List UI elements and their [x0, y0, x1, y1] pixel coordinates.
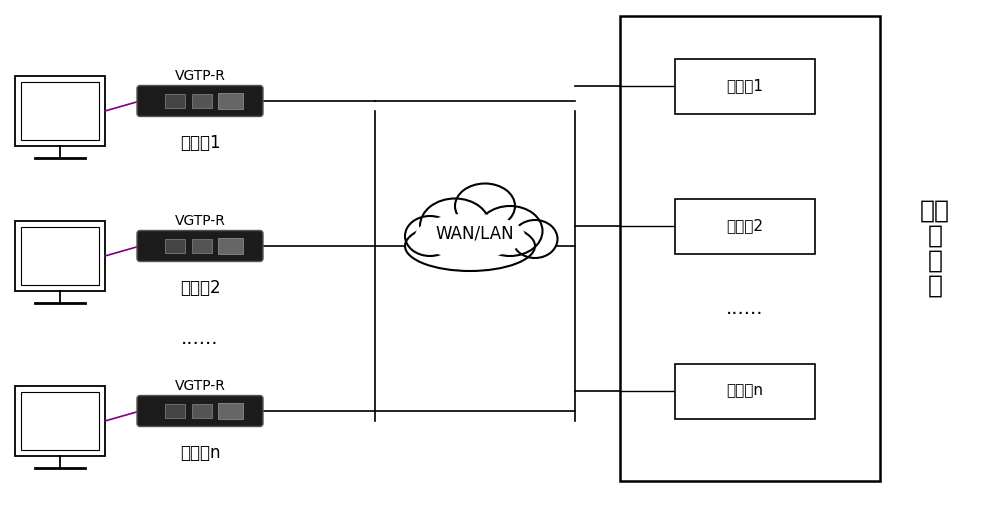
Bar — [218, 238, 243, 254]
Bar — [620, 16, 880, 481]
Bar — [15, 221, 105, 291]
Text: 虚拟机2: 虚拟机2 — [726, 219, 764, 234]
Text: VGTP-R: VGTP-R — [175, 69, 225, 83]
Ellipse shape — [478, 206, 542, 256]
Bar — [192, 404, 212, 418]
Bar — [21, 392, 99, 450]
Bar — [165, 239, 185, 253]
Bar — [675, 363, 815, 419]
Bar — [21, 227, 99, 285]
Bar — [192, 94, 212, 108]
Ellipse shape — [405, 221, 535, 271]
Bar — [15, 76, 105, 146]
Ellipse shape — [512, 220, 558, 258]
Text: VGTP-R: VGTP-R — [175, 379, 225, 393]
Text: 零终端1: 零终端1 — [180, 134, 220, 152]
Bar — [192, 239, 212, 253]
Ellipse shape — [405, 216, 455, 256]
Text: 云端
服
务
器: 云端 服 务 器 — [920, 199, 950, 298]
Text: ......: ...... — [181, 329, 219, 348]
Bar — [675, 58, 815, 113]
Bar — [218, 403, 243, 419]
Text: 零终端2: 零终端2 — [180, 279, 220, 297]
Ellipse shape — [415, 214, 525, 259]
Text: 虚拟机1: 虚拟机1 — [726, 79, 764, 94]
Text: 零终端n: 零终端n — [180, 444, 220, 462]
Ellipse shape — [455, 183, 515, 228]
Ellipse shape — [420, 198, 490, 253]
Bar — [165, 94, 185, 108]
Bar — [15, 386, 105, 456]
Bar — [165, 404, 185, 418]
Text: 虚拟机n: 虚拟机n — [726, 383, 764, 399]
Bar — [675, 198, 815, 253]
FancyBboxPatch shape — [137, 396, 263, 427]
FancyBboxPatch shape — [137, 230, 263, 262]
FancyBboxPatch shape — [137, 85, 263, 117]
Text: ......: ...... — [726, 299, 764, 318]
Bar — [21, 82, 99, 140]
Bar — [218, 93, 243, 109]
Text: VGTP-R: VGTP-R — [175, 214, 225, 228]
Text: WAN/LAN: WAN/LAN — [436, 224, 514, 242]
